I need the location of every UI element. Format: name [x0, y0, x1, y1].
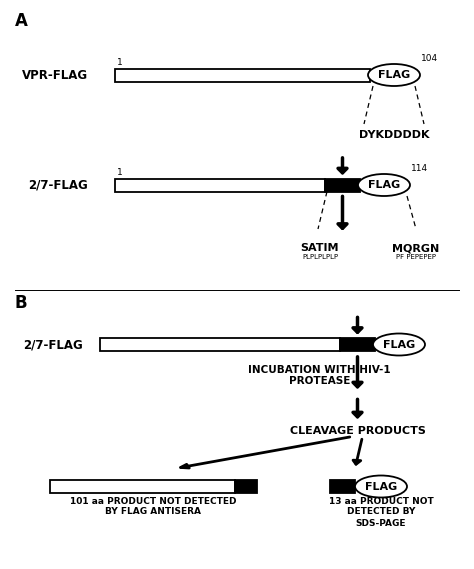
Bar [235, 480, 257, 493]
Text: MQRGN: MQRGN [392, 243, 439, 253]
Text: 1: 1 [117, 167, 123, 176]
Text: 101 aa PRODUCT NOT DETECTED: 101 aa PRODUCT NOT DETECTED [70, 497, 237, 505]
Bar [340, 338, 375, 351]
Text: DETECTED BY: DETECTED BY [347, 508, 415, 517]
Text: PLPLPLPLP: PLPLPLPLP [302, 254, 338, 260]
Text: FLAG: FLAG [368, 180, 400, 190]
Text: 114: 114 [411, 164, 428, 173]
Text: PF PEPEPEP: PF PEPEPEP [396, 254, 436, 260]
Text: B: B [15, 294, 27, 311]
Bar [115, 179, 325, 192]
Text: INCUBATION WITH HIV-1: INCUBATION WITH HIV-1 [248, 365, 391, 375]
Ellipse shape [368, 64, 420, 86]
Bar [100, 338, 340, 351]
Bar [50, 480, 235, 493]
Text: FLAG: FLAG [365, 481, 397, 492]
Text: SDS-PAGE: SDS-PAGE [356, 518, 406, 527]
Text: DYKDDDDK: DYKDDDDK [359, 130, 429, 140]
Text: 13 aa PRODUCT NOT: 13 aa PRODUCT NOT [328, 497, 433, 505]
Text: A: A [15, 12, 28, 30]
Text: 2/7-FLAG: 2/7-FLAG [28, 179, 88, 192]
Text: 2/7-FLAG: 2/7-FLAG [23, 338, 83, 351]
Bar [330, 480, 355, 493]
Ellipse shape [373, 333, 425, 356]
Text: SATIM: SATIM [301, 243, 339, 253]
Text: FLAG: FLAG [378, 70, 410, 80]
Bar [115, 68, 370, 81]
Ellipse shape [355, 476, 407, 497]
Ellipse shape [358, 174, 410, 196]
Text: PROTEASE: PROTEASE [289, 376, 350, 386]
Bar [325, 179, 360, 192]
Text: FLAG: FLAG [383, 340, 415, 349]
Text: VPR-FLAG: VPR-FLAG [22, 68, 88, 81]
Text: 104: 104 [421, 54, 438, 63]
Text: BY FLAG ANTISERA: BY FLAG ANTISERA [106, 508, 201, 517]
Text: CLEAVAGE PRODUCTS: CLEAVAGE PRODUCTS [290, 427, 426, 436]
Text: 1: 1 [117, 57, 123, 67]
